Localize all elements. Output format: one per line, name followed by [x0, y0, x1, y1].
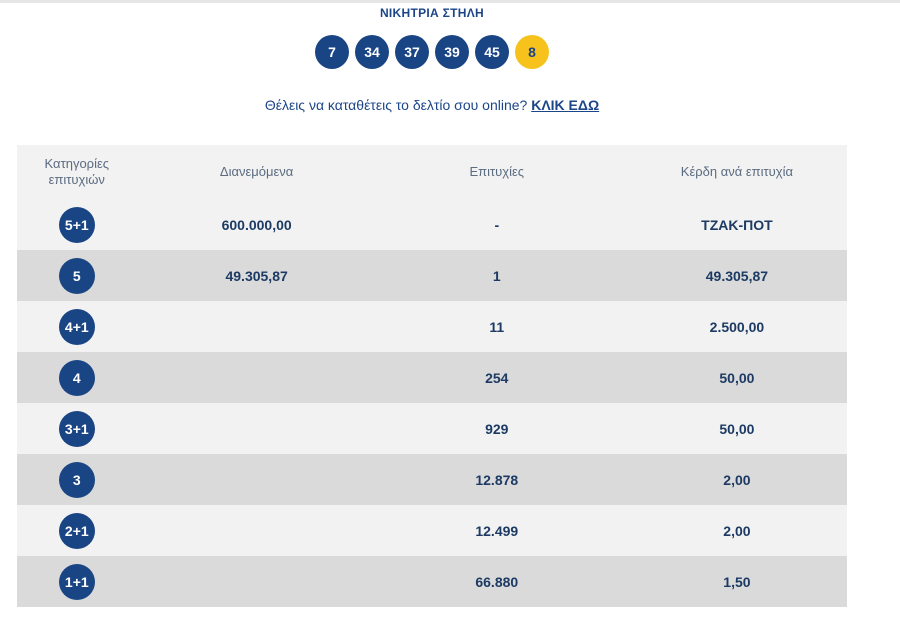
- category-badge: 1+1: [58, 563, 95, 600]
- header-categories: Κατηγορίες επιτυχιών: [17, 156, 137, 188]
- header-distributed: Διανεμόμενα: [219, 164, 294, 179]
- winners-value: 254: [485, 369, 509, 386]
- joker-number-ball: 8: [515, 35, 549, 69]
- category-badge: 2+1: [58, 512, 95, 549]
- prize-value: 2,00: [723, 522, 751, 539]
- table-row: 5+1 600.000,00 - ΤΖΑΚ-ΠΟΤ: [17, 199, 847, 250]
- header-categories-line2: επιτυχιών: [48, 172, 105, 187]
- table-row: 1+1 66.880 1,50: [17, 556, 847, 607]
- winners-value: 929: [485, 420, 509, 437]
- online-ticket-text: Θέλεις να καταθέτεις το δελτίο σου onlin…: [264, 97, 532, 113]
- category-badge: 3: [58, 461, 95, 498]
- header-prize: Κέρδη ανά επιτυχία: [680, 164, 794, 179]
- table-row: 3 12.878 2,00: [17, 454, 847, 505]
- table-header-row: Κατηγορίες επιτυχιών Διανεμόμενα Επιτυχί…: [17, 145, 847, 199]
- prize-value: 1,50: [723, 573, 751, 590]
- table-row: 3+1 929 50,00: [17, 403, 847, 454]
- table-row: 4+1 11 2.500,00: [17, 301, 847, 352]
- header-categories-line1: Κατηγορίες: [44, 156, 110, 171]
- category-badge: 4: [58, 359, 95, 396]
- online-ticket-prompt: Θέλεις να καταθέτεις το δελτίο σου onlin…: [0, 97, 864, 113]
- category-badge: 5+1: [58, 206, 95, 243]
- prize-value: 2.500,00: [709, 318, 765, 335]
- winning-number-ball: 34: [355, 35, 389, 69]
- table-row: 2+1 12.499 2,00: [17, 505, 847, 556]
- prize-table: Κατηγορίες επιτυχιών Διανεμόμενα Επιτυχί…: [17, 145, 847, 607]
- prize-value: 49.305,87: [705, 267, 769, 284]
- winning-numbers: 7 34 37 39 45 8: [315, 35, 555, 71]
- prize-value: 50,00: [719, 369, 755, 386]
- winners-value: 1: [492, 267, 501, 284]
- winners-value: -: [494, 216, 500, 233]
- winners-value: 66.880: [475, 573, 519, 590]
- prize-value: ΤΖΑΚ-ΠΟΤ: [701, 216, 773, 233]
- winning-number-ball: 7: [315, 35, 349, 69]
- winning-number-ball: 39: [435, 35, 469, 69]
- distributed-value: 600.000,00: [221, 216, 292, 233]
- click-here-link[interactable]: ΚΛΙΚ ΕΔΩ: [531, 97, 600, 113]
- winning-column-title: ΝΙΚΗΤΡΙΑ ΣΤΗΛΗ: [379, 6, 485, 20]
- table-row: 4 254 50,00: [17, 352, 847, 403]
- prize-value: 2,00: [723, 471, 751, 488]
- category-badge: 4+1: [58, 308, 95, 345]
- winners-value: 11: [489, 318, 505, 335]
- category-badge: 3+1: [58, 410, 95, 447]
- winning-number-ball: 37: [395, 35, 429, 69]
- winning-number-ball: 45: [475, 35, 509, 69]
- prize-value: 50,00: [719, 420, 755, 437]
- distributed-value: 49.305,87: [225, 267, 288, 284]
- winners-value: 12.499: [475, 522, 519, 539]
- table-row: 5 49.305,87 1 49.305,87: [17, 250, 847, 301]
- category-badge: 5: [58, 257, 95, 294]
- header-winners: Επιτυχίες: [469, 164, 525, 179]
- winners-value: 12.878: [475, 471, 519, 488]
- top-divider: [0, 0, 900, 3]
